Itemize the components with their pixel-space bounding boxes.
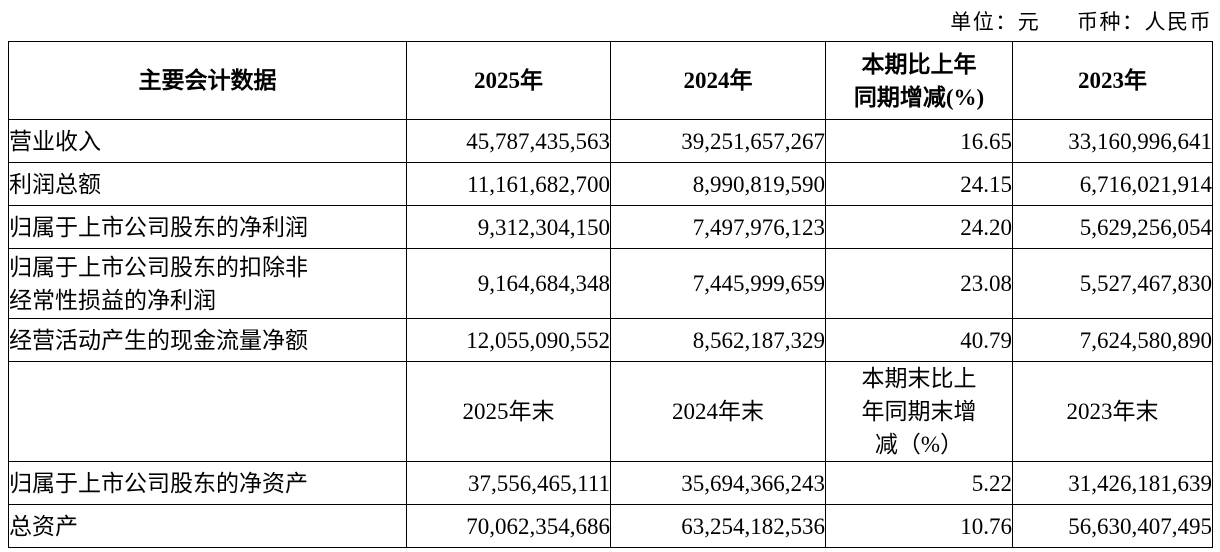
- row-label: 利润总额: [8, 162, 407, 206]
- value-2024: 8,562,187,329: [610, 318, 826, 362]
- currency-label: 币种：人民币: [1077, 10, 1212, 34]
- value-change: 23.08: [825, 248, 1013, 319]
- value-change: 10.76: [825, 504, 1013, 548]
- value-2025: 70,062,354,686: [406, 504, 611, 548]
- value-2023: 5,629,256,054: [1012, 205, 1213, 249]
- table-row-net-assets: 归属于上市公司股东的净资产 37,556,465,111 35,694,366,…: [8, 461, 1213, 505]
- column-header-change: 本期比上年 同期增减(%): [825, 41, 1013, 120]
- table-row-operating-cash-flow: 经营活动产生的现金流量净额 12,055,090,552 8,562,187,3…: [8, 318, 1213, 362]
- column-header-2023: 2023年: [1012, 41, 1213, 120]
- value-2024: 63,254,182,536: [610, 504, 826, 548]
- key-accounting-data-table: 主要会计数据 2025年 2024年 本期比上年 同期增减(%) 2023年 营…: [8, 41, 1213, 548]
- column-header-end-change: 本期末比上 年同期末增 减（%）: [825, 361, 1013, 462]
- value-change: 24.20: [825, 205, 1013, 249]
- value-2025: 9,312,304,150: [406, 205, 611, 249]
- column-header-2023-end: 2023年末: [1012, 361, 1213, 462]
- column-header-2025: 2025年: [406, 41, 611, 120]
- table-row-total-profit: 利润总额 11,161,682,700 8,990,819,590 24.15 …: [8, 162, 1213, 206]
- table-row-net-profit-deducted: 归属于上市公司股东的扣除非 经常性损益的净利润 9,164,684,348 7,…: [8, 248, 1213, 319]
- row-label: 经营活动产生的现金流量净额: [8, 318, 407, 362]
- value-change: 16.65: [825, 119, 1013, 163]
- unit-currency-note: 单位：元 币种：人民币: [950, 6, 1212, 36]
- table-row-net-profit: 归属于上市公司股东的净利润 9,312,304,150 7,497,976,12…: [8, 205, 1213, 249]
- value-2025: 11,161,682,700: [406, 162, 611, 206]
- value-2023: 5,527,467,830: [1012, 248, 1213, 319]
- column-header-2025-end: 2025年末: [406, 361, 611, 462]
- value-change: 5.22: [825, 461, 1013, 505]
- value-2023: 6,716,021,914: [1012, 162, 1213, 206]
- value-2025: 9,164,684,348: [406, 248, 611, 319]
- row-label: 归属于上市公司股东的扣除非 经常性损益的净利润: [8, 248, 407, 319]
- row-label: 营业收入: [8, 119, 407, 163]
- value-2025: 37,556,465,111: [406, 461, 611, 505]
- row-label: 总资产: [8, 504, 407, 548]
- value-2024: 35,694,366,243: [610, 461, 826, 505]
- value-change: 24.15: [825, 162, 1013, 206]
- value-2025: 12,055,090,552: [406, 318, 611, 362]
- value-2024: 39,251,657,267: [610, 119, 826, 163]
- value-2024: 7,445,999,659: [610, 248, 826, 319]
- value-2023: 56,630,407,495: [1012, 504, 1213, 548]
- value-2023: 31,426,181,639: [1012, 461, 1213, 505]
- value-change: 40.79: [825, 318, 1013, 362]
- value-2024: 7,497,976,123: [610, 205, 826, 249]
- value-2024: 8,990,819,590: [610, 162, 826, 206]
- table-row-revenue: 营业收入 45,787,435,563 39,251,657,267 16.65…: [8, 119, 1213, 163]
- unit-label: 单位：元: [950, 10, 1041, 34]
- column-header-metric: 主要会计数据: [8, 41, 407, 120]
- column-header-2024: 2024年: [610, 41, 826, 120]
- table-row-total-assets: 总资产 70,062,354,686 63,254,182,536 10.76 …: [8, 504, 1213, 548]
- row-label: 归属于上市公司股东的净资产: [8, 461, 407, 505]
- row-label: 归属于上市公司股东的净利润: [8, 205, 407, 249]
- value-2025: 45,787,435,563: [406, 119, 611, 163]
- column-header-2024-end: 2024年末: [610, 361, 826, 462]
- value-2023: 7,624,580,890: [1012, 318, 1213, 362]
- column-header-blank: [8, 361, 407, 462]
- table-header-row-period: 主要会计数据 2025年 2024年 本期比上年 同期增减(%) 2023年: [8, 41, 1213, 120]
- table-header-row-end-period: 2025年末 2024年末 本期末比上 年同期末增 减（%） 2023年末: [8, 361, 1213, 462]
- value-2023: 33,160,996,641: [1012, 119, 1213, 163]
